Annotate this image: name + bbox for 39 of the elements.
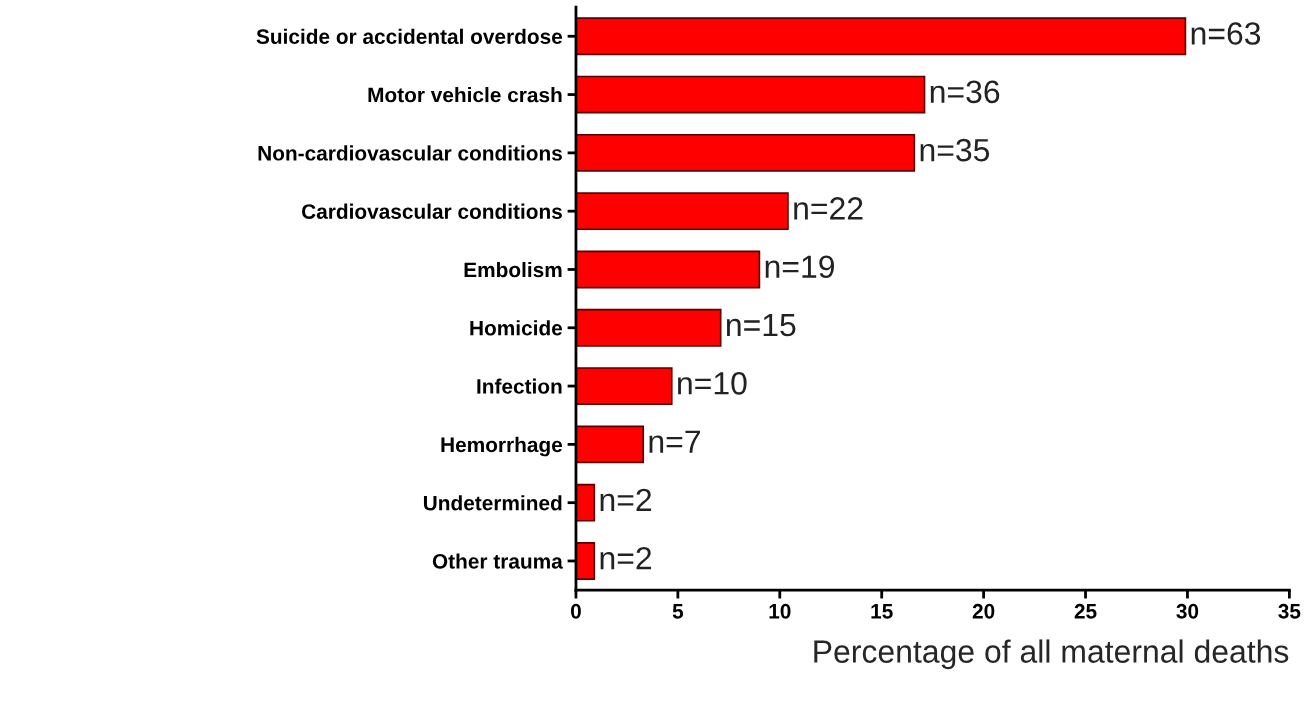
y-tick-label: Embolism bbox=[464, 261, 562, 278]
y-tick-label: Hemorrhage bbox=[441, 436, 563, 457]
annotation: n=36 bbox=[930, 80, 1000, 104]
y-tick-label: Suicide or accidental overdose bbox=[256, 28, 563, 45]
bar bbox=[575, 75, 926, 114]
x-tick-label: 35 bbox=[1278, 603, 1301, 619]
annotation: n=2 bbox=[600, 546, 652, 570]
y-tick-label: Homicide bbox=[470, 320, 563, 336]
bar bbox=[575, 308, 722, 347]
x-tick-label: 10 bbox=[769, 603, 791, 619]
annotation: n=63 bbox=[1191, 22, 1261, 45]
y-tick-label: Other trauma bbox=[432, 553, 563, 569]
bar bbox=[575, 133, 916, 172]
y-tick-label: Non-cardiovascular conditions bbox=[258, 145, 562, 161]
y-tick-label: Infection bbox=[477, 378, 562, 394]
annotation: n=10 bbox=[678, 372, 747, 395]
x-tick-label: 25 bbox=[1074, 603, 1097, 619]
bar bbox=[575, 192, 789, 231]
bar bbox=[575, 250, 761, 289]
bar bbox=[575, 425, 645, 464]
bar bbox=[575, 367, 673, 405]
bar bbox=[575, 542, 596, 580]
annotation: n=35 bbox=[920, 138, 990, 162]
x-tick-label: 20 bbox=[972, 603, 995, 619]
y-tick-label: Cardiovascular conditions bbox=[302, 203, 562, 219]
x-axis-title: Percentage of all maternal deaths bbox=[814, 639, 1289, 670]
annotation: n=2 bbox=[600, 488, 652, 511]
x-tick-label: 30 bbox=[1176, 603, 1199, 619]
x-tick-label: 0 bbox=[570, 603, 581, 619]
x-tick-label: 15 bbox=[871, 604, 893, 619]
annotation: n=7 bbox=[649, 430, 700, 453]
bar bbox=[575, 17, 1187, 56]
annotation: n=19 bbox=[765, 255, 835, 279]
x-tick-label: 5 bbox=[672, 604, 684, 619]
bar bbox=[575, 483, 596, 522]
annotation: n=22 bbox=[794, 197, 863, 220]
y-tick-label: Motor vehicle crash bbox=[368, 87, 562, 103]
y-tick-label: Undetermined bbox=[423, 495, 562, 511]
annotation: n=15 bbox=[726, 314, 796, 337]
